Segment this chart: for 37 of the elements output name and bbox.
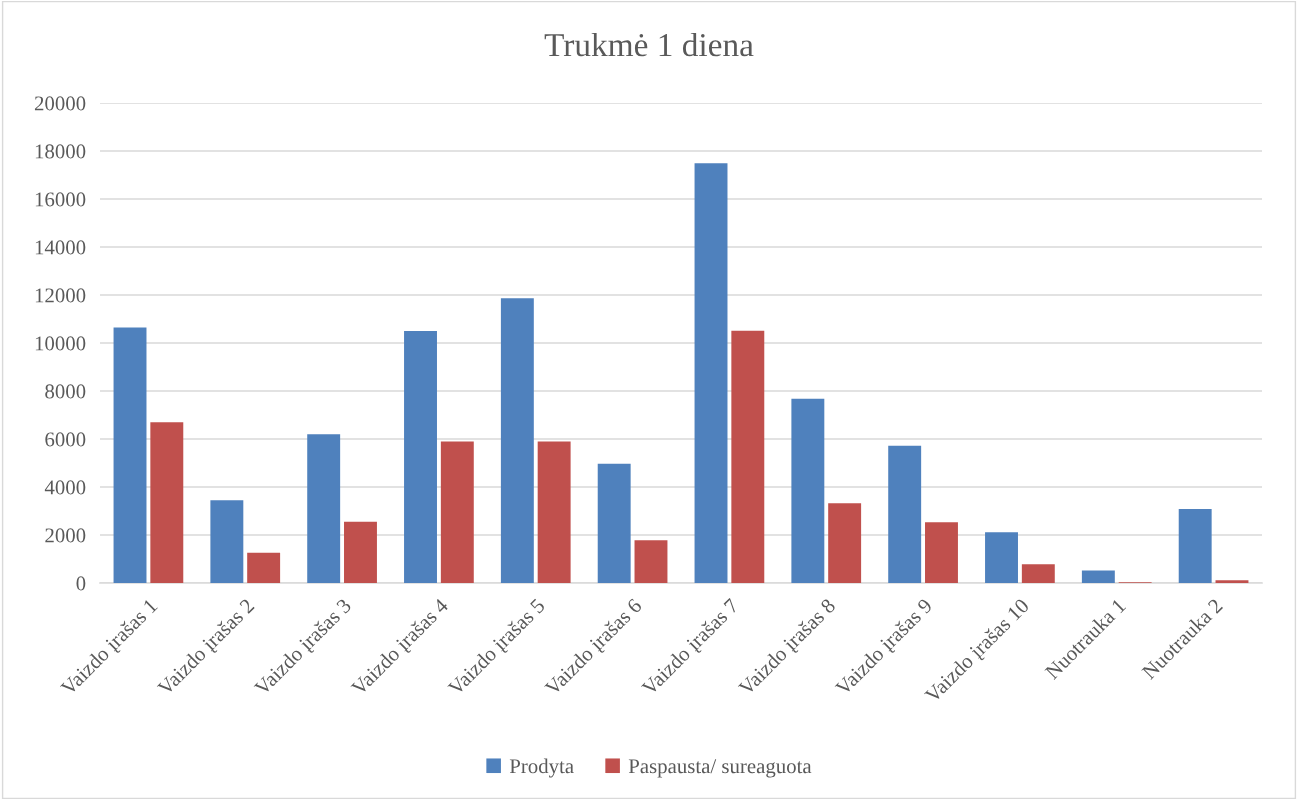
bar bbox=[828, 503, 862, 583]
bar bbox=[344, 521, 377, 583]
bar bbox=[985, 532, 1018, 583]
bar bbox=[1215, 580, 1249, 583]
y-tick-label: 2000 bbox=[45, 528, 86, 543]
y-tick-label: 0 bbox=[76, 576, 86, 591]
legend-label: Paspausta/ sureaguota bbox=[628, 759, 812, 778]
bar bbox=[1021, 564, 1055, 583]
y-tick-label: 4000 bbox=[44, 480, 86, 495]
bar bbox=[634, 540, 668, 583]
bar bbox=[537, 441, 571, 583]
bar bbox=[731, 330, 765, 583]
bar bbox=[307, 434, 341, 583]
bar bbox=[150, 422, 184, 583]
chart-title: Trukmė 1 diena bbox=[544, 32, 754, 57]
bar bbox=[210, 500, 244, 583]
bar bbox=[888, 445, 922, 583]
bar bbox=[1178, 509, 1212, 583]
y-tick-label: 10000 bbox=[35, 336, 86, 351]
y-tick-label: 20000 bbox=[34, 96, 86, 111]
y-tick-label: 6000 bbox=[45, 432, 86, 447]
bar bbox=[791, 398, 825, 583]
bar bbox=[1081, 570, 1115, 583]
bar bbox=[404, 331, 437, 583]
bar bbox=[247, 552, 281, 583]
bar bbox=[694, 163, 728, 583]
bar bbox=[500, 298, 534, 583]
y-tick-label: 12000 bbox=[35, 288, 86, 303]
bar bbox=[925, 522, 958, 583]
bar bbox=[440, 441, 474, 583]
bar bbox=[113, 327, 147, 583]
bar bbox=[597, 463, 631, 583]
y-tick-label: 16000 bbox=[35, 192, 86, 207]
legend-label: Prodyta bbox=[509, 758, 574, 778]
y-tick-label: 18000 bbox=[35, 144, 86, 159]
y-tick-label: 14000 bbox=[35, 240, 86, 255]
y-tick-label: 8000 bbox=[45, 384, 86, 399]
